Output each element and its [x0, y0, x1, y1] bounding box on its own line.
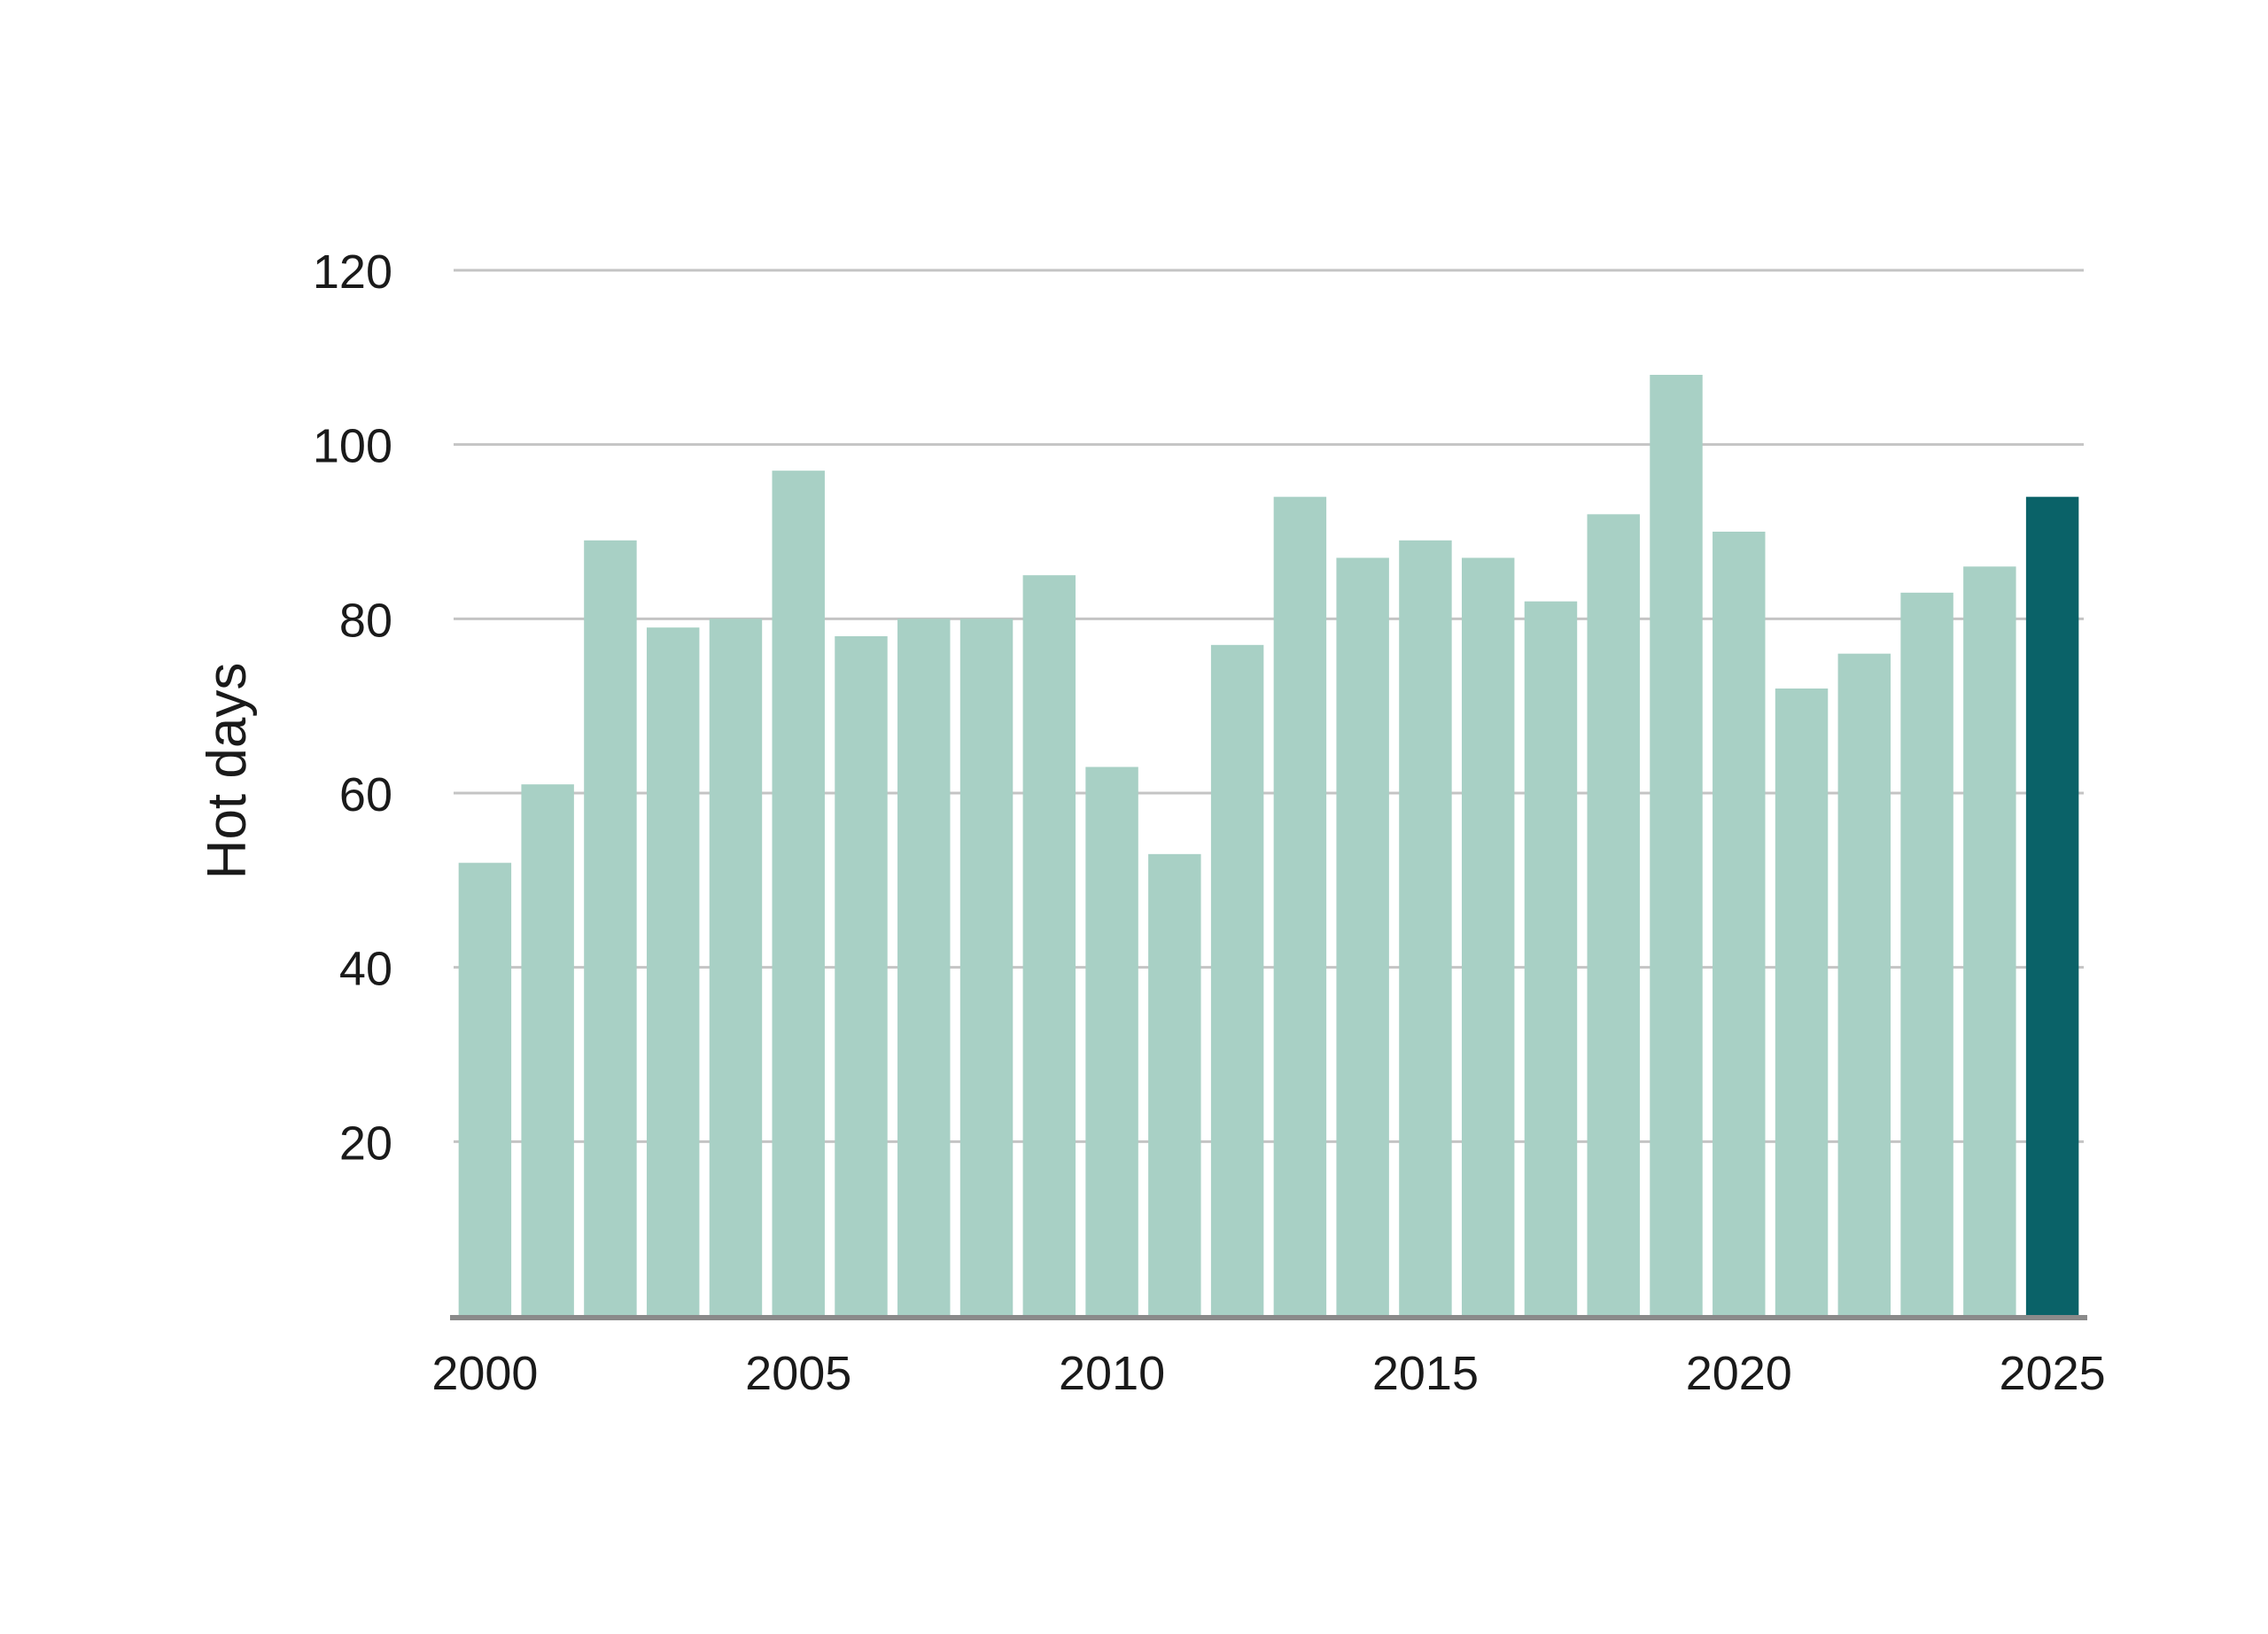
bar-2012 — [1210, 644, 1264, 1316]
bar-2009 — [1022, 575, 1076, 1316]
y-tick-label-120: 120 — [313, 245, 392, 299]
bar-2003 — [646, 627, 700, 1316]
x-tick-label-2020: 2020 — [1686, 1347, 1792, 1400]
bar-2011 — [1148, 853, 1201, 1316]
bar-2018 — [1587, 514, 1640, 1316]
bar-2000 — [458, 862, 512, 1316]
bar-2016 — [1461, 557, 1515, 1316]
bar-2021 — [1775, 689, 1829, 1316]
y-tick-label-60: 60 — [339, 768, 392, 821]
bars — [458, 375, 2079, 1316]
bar-2023 — [1900, 592, 1953, 1316]
y-tick-label-80: 80 — [339, 594, 392, 647]
bar-2024 — [1963, 566, 2016, 1316]
bar-2005 — [772, 471, 825, 1316]
bar-2006 — [835, 636, 888, 1316]
bar-2004 — [709, 619, 763, 1316]
bar-2007 — [897, 619, 951, 1316]
bar-2025 — [2025, 496, 2079, 1316]
y-tick-labels: 20 40 60 80 100 120 — [313, 245, 392, 1170]
bar-2015 — [1399, 540, 1452, 1316]
x-tick-label-2015: 2015 — [1372, 1347, 1479, 1400]
y-tick-label-100: 100 — [313, 420, 392, 473]
bar-2017 — [1524, 601, 1578, 1316]
bar-2022 — [1837, 653, 1891, 1316]
bar-2010 — [1085, 766, 1138, 1316]
bar-2013 — [1273, 496, 1327, 1316]
x-tick-label-2010: 2010 — [1059, 1347, 1165, 1400]
bar-2008 — [959, 619, 1014, 1316]
bar-2002 — [584, 540, 637, 1316]
y-tick-label-40: 40 — [339, 943, 392, 996]
bar-2019 — [1650, 375, 1703, 1316]
y-tick-label-20: 20 — [339, 1117, 392, 1170]
x-tick-labels: 2000 2005 2010 2015 2020 2025 — [431, 1347, 2105, 1400]
y-axis-title: Hot days — [197, 663, 258, 880]
bar-2014 — [1336, 557, 1389, 1316]
x-tick-label-2005: 2005 — [745, 1347, 851, 1400]
bar-2001 — [521, 784, 574, 1316]
x-tick-label-2000: 2000 — [431, 1347, 538, 1400]
x-tick-label-2025: 2025 — [2000, 1347, 2106, 1400]
bar-2020 — [1713, 532, 1766, 1316]
